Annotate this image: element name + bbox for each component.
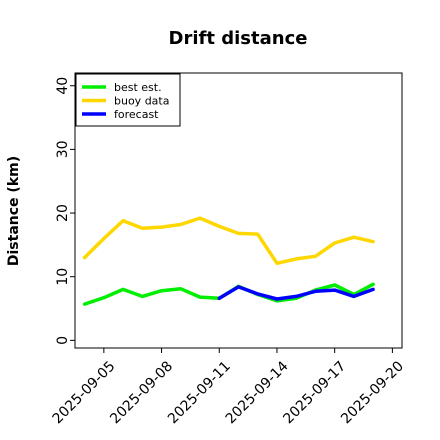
plot-frame	[74, 72, 403, 349]
legend-label: best est.	[114, 81, 162, 94]
legend-label: buoy data	[114, 95, 169, 108]
chart-title: Drift distance	[169, 28, 308, 49]
y-tick-label: 0	[55, 336, 71, 345]
x-tick-label: 2025-09-20	[338, 358, 407, 427]
series-layer	[82, 216, 375, 306]
y-tick-label: 10	[55, 268, 71, 286]
series-line-buoy-data	[82, 216, 375, 266]
series-line-forecast	[217, 285, 375, 301]
y-axis: 0 10 20 30 40	[55, 77, 75, 345]
x-axis: 2025-09-052025-09-082025-09-112025-09-14…	[50, 348, 407, 427]
y-axis-label: Distance (km)	[6, 156, 22, 266]
legend-label: forecast	[114, 108, 159, 121]
y-tick-label: 40	[55, 77, 71, 95]
y-tick-label: 20	[55, 204, 71, 222]
y-tick-label: 30	[55, 140, 71, 158]
